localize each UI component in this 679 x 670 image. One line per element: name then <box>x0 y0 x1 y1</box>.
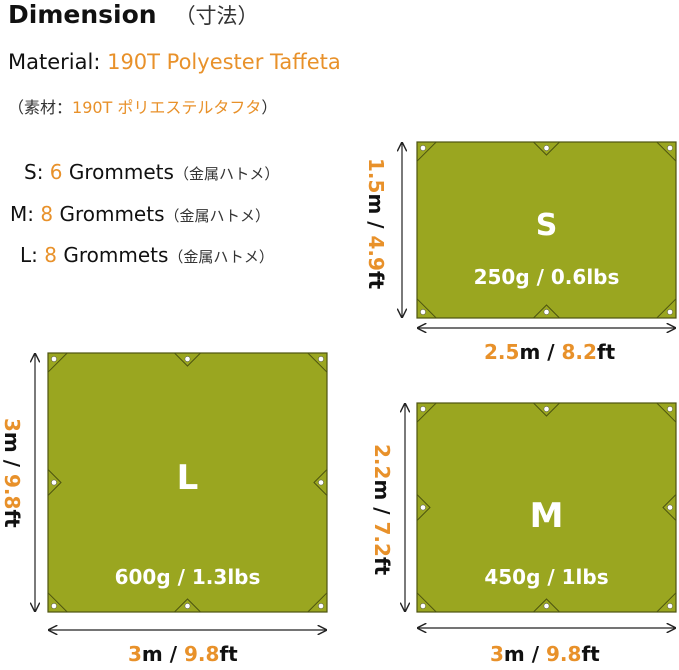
corner-patch <box>656 141 677 162</box>
tarp-l-weight: 600g / 1.3lbs <box>114 565 261 589</box>
grommet <box>184 356 191 362</box>
grommet <box>318 356 324 362</box>
tarp-l <box>47 352 328 613</box>
grommets-m: M: 8 Grommets（金属ハトメ） <box>10 202 270 226</box>
grommet <box>51 356 57 362</box>
tarp-m-weight: 450g / 1lbs <box>484 565 609 589</box>
edge-patch <box>174 598 201 613</box>
corner-patch <box>416 298 437 319</box>
tarp-m <box>416 402 677 613</box>
corner-patch <box>307 352 328 373</box>
grommet <box>420 504 426 511</box>
grommets-s: S: 6 Grommets（金属ハトメ） <box>24 160 280 184</box>
corner-patch <box>416 402 437 423</box>
corner-patch <box>416 592 437 613</box>
edge-patch <box>313 469 328 496</box>
grommet <box>420 309 426 315</box>
tarp-s-height: 1.5m / 4.9ft <box>364 158 388 290</box>
edge-patch <box>533 304 560 319</box>
page-title: Dimension （寸法） <box>8 0 259 29</box>
corner-patch <box>307 592 328 613</box>
grommet <box>543 309 550 315</box>
grommet <box>420 406 426 412</box>
corner-patch <box>47 352 68 373</box>
corner-patch <box>656 592 677 613</box>
grommet <box>420 145 426 151</box>
edge-patch <box>47 469 62 496</box>
tarp-m-height: 2.2m / 7.2ft <box>370 444 394 576</box>
edge-patch <box>662 494 677 521</box>
corner-patch <box>656 402 677 423</box>
grommet <box>543 603 550 609</box>
grommet <box>667 145 673 151</box>
edge-patch <box>533 598 560 613</box>
tarp-s <box>416 141 677 319</box>
tarp-m-width: 3m / 9.8ft <box>490 642 600 666</box>
grommet <box>318 603 324 609</box>
tarp-m-name: M <box>529 496 564 536</box>
tarp-l-width: 3m / 9.8ft <box>128 642 238 666</box>
tarp-s-width: 2.5m / 8.2ft <box>484 340 616 364</box>
grommet <box>667 406 673 412</box>
corner-patch <box>656 298 677 319</box>
grommets-l: L: 8 Grommets（金属ハトメ） <box>20 243 274 267</box>
tarp-l-name: L <box>176 458 199 498</box>
edge-patch <box>174 352 201 367</box>
grommet <box>543 406 550 412</box>
grommet <box>420 603 426 609</box>
material-jp: （素材：190T ポリエステルタフタ） <box>8 98 278 117</box>
edge-patch <box>533 402 560 417</box>
tarp-s-name: S <box>535 208 558 243</box>
grommet <box>184 603 191 609</box>
edge-patch <box>416 494 431 521</box>
tarp-l-height: 3m / 9.8ft <box>0 418 24 528</box>
grommet <box>543 145 550 151</box>
tarp-s-weight: 250g / 0.6lbs <box>473 265 620 289</box>
grommet <box>318 479 324 486</box>
corner-patch <box>47 592 68 613</box>
edge-patch <box>533 141 560 156</box>
material: Material: 190T Polyester Taffeta <box>8 50 341 74</box>
grommet <box>667 504 673 511</box>
grommet <box>667 309 673 315</box>
grommet <box>51 603 57 609</box>
grommet <box>667 603 673 609</box>
grommet <box>51 479 57 486</box>
corner-patch <box>416 141 437 162</box>
